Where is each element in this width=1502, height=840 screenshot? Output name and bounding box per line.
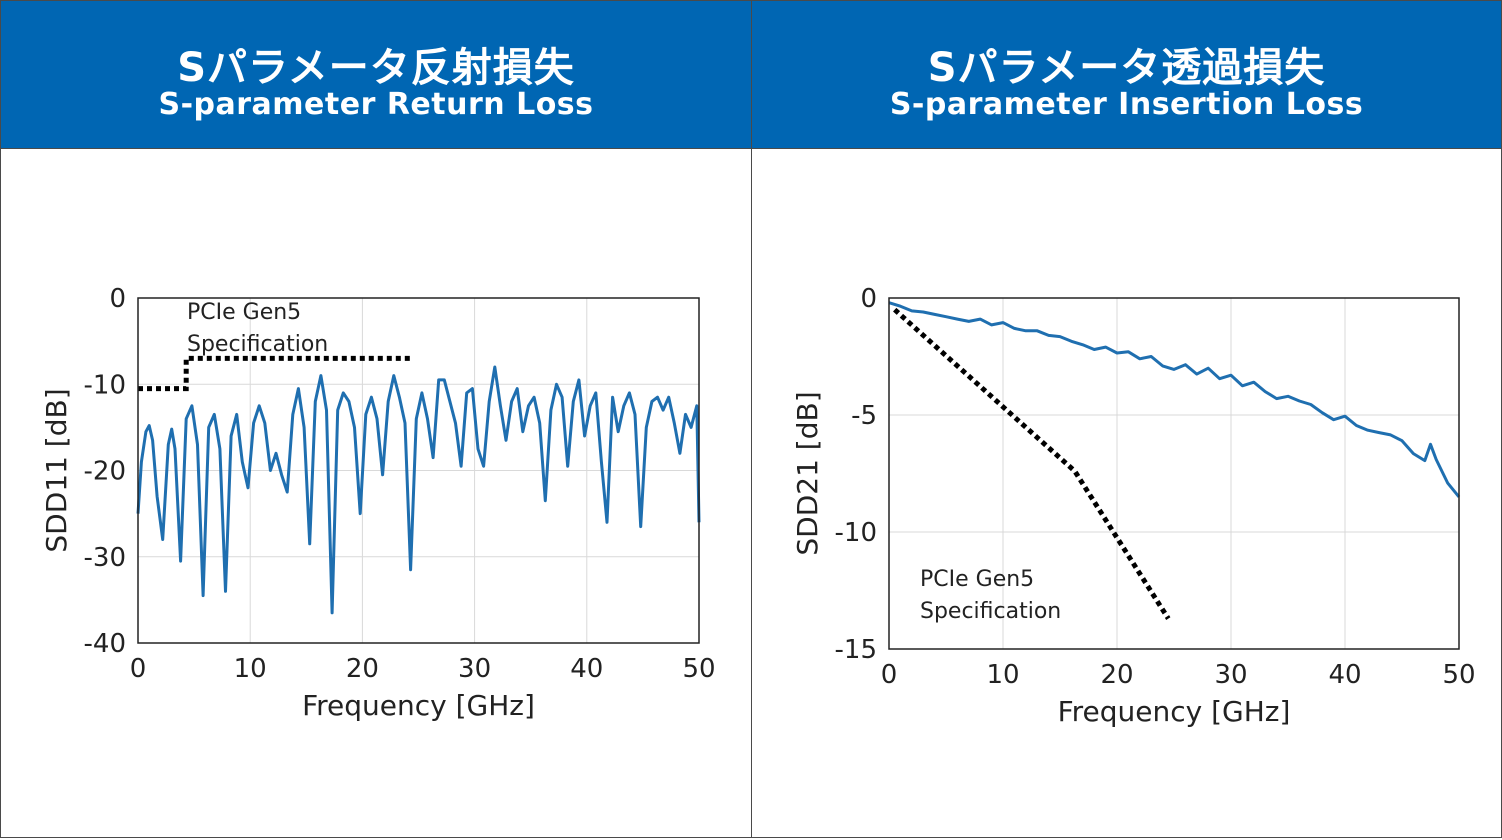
x-tick-label: 50 (682, 654, 715, 684)
return-loss-title-en: S-parameter Return Loss (158, 87, 594, 122)
return-loss-panel: Sパラメータ反射損失 S-parameter Return Loss 0 10 20… (0, 0, 752, 838)
spec-annotation-line: PCIe Gen5 (920, 567, 1034, 592)
x-tick-label: 20 (1100, 660, 1133, 690)
y-axis-label: SDD11 [dB] (40, 388, 73, 552)
insertion-loss-title-ja: Sパラメータ透過損失 (927, 45, 1326, 91)
spec-annotation-line: Specification (920, 599, 1061, 624)
return-loss-header: Sパラメータ反射損失 S-parameter Return Loss (1, 1, 751, 149)
x-tick-label: 20 (346, 654, 379, 684)
return-loss-title-ja: Sパラメータ反射損失 (177, 45, 575, 91)
return-loss-chart: 0 10 20 30 40 50 0 -10 -20 -30 -40 Frequency [GHz] S… (40, 284, 716, 722)
insertion-loss-title-en: S-parameter Insertion Loss (889, 87, 1364, 122)
y-tick-label: -10 (84, 370, 126, 400)
x-tick-label: 30 (1214, 660, 1247, 690)
y-tick-label: -30 (84, 543, 126, 573)
spec-limit-line (138, 355, 413, 392)
x-axis-label: Frequency [GHz] (1058, 695, 1291, 728)
x-tick-label: 10 (234, 654, 267, 684)
plot-frame (137, 297, 700, 644)
y-tick-label: -10 (835, 518, 877, 548)
y-tick-label: 0 (109, 284, 126, 314)
y-tick-label: -15 (835, 635, 877, 665)
spec-annotation-line: PCIe Gen5 (187, 300, 301, 325)
plot-frame (888, 297, 1460, 650)
measured-curve (888, 301, 1461, 498)
insertion-loss-header: Sパラメータ透過損失 S-parameter Insertion Loss (752, 1, 1501, 149)
insertion-loss-chart: 0 10 20 30 40 50 0 -5 -10 -15 Frequency [GHz] SDD21… (791, 284, 1476, 728)
x-tick-label: 10 (986, 660, 1019, 690)
x-tick-label: 40 (1328, 660, 1361, 690)
y-tick-label: -5 (851, 401, 877, 431)
measured-curve (136, 365, 701, 615)
grid-lines (888, 297, 1460, 650)
spec-annotation-line: Specification (187, 332, 328, 357)
x-tick-label: 50 (1442, 660, 1475, 690)
y-tick-label: -40 (84, 629, 126, 659)
insertion-loss-panel: Sパラメータ透過損失 S-parameter Insertion Loss 0 1… (751, 0, 1502, 838)
x-tick-label: 0 (130, 654, 147, 684)
x-tick-label: 0 (881, 660, 898, 690)
x-tick-label: 30 (458, 654, 491, 684)
x-axis-label: Frequency [GHz] (302, 689, 535, 722)
y-tick-label: -20 (84, 457, 126, 487)
y-tick-label: 0 (860, 284, 877, 314)
x-tick-label: 40 (570, 654, 603, 684)
y-axis-label: SDD21 [dB] (791, 391, 824, 555)
